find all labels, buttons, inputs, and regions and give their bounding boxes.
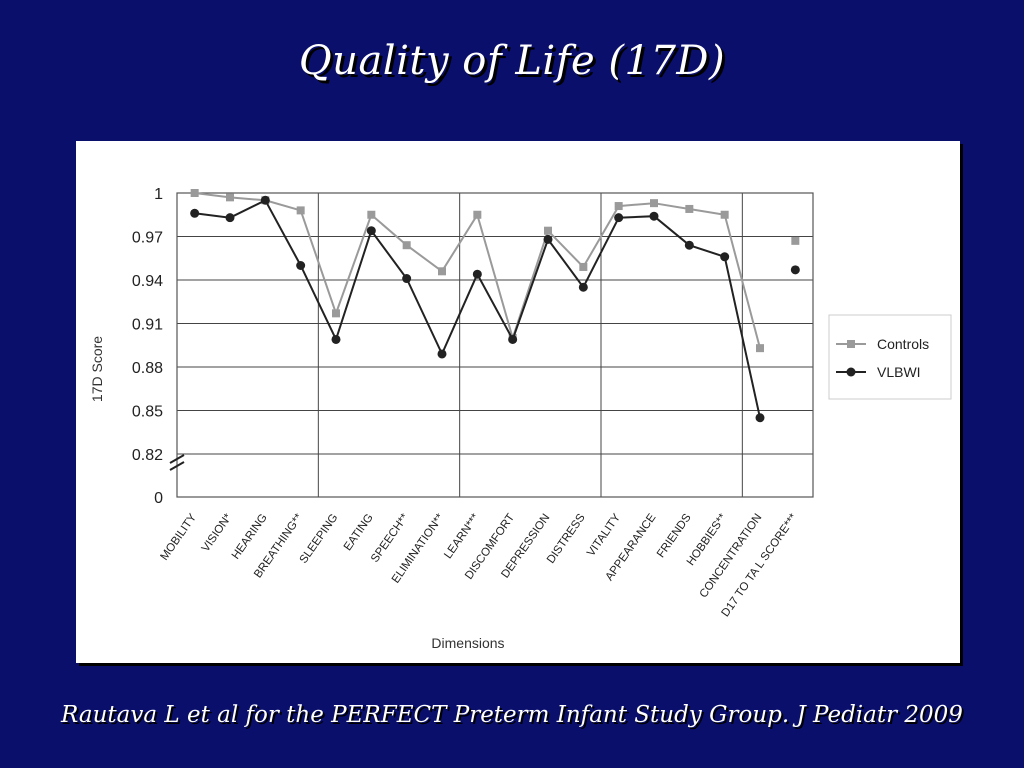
x-axis-label: Dimensions (431, 635, 504, 651)
data-point-vlbwi (684, 240, 694, 250)
legend-marker (847, 340, 855, 348)
y-tick-label: 0 (154, 490, 163, 507)
x-tick-labels: MOBILITY VISION*HEARINGBREATHING**SLEEPIN… (159, 511, 801, 619)
legend-label: VLBWI (877, 364, 921, 380)
legend-label: Controls (877, 336, 929, 352)
x-tick-label: VISION* (200, 511, 235, 554)
data-point-vlbwi (790, 265, 800, 275)
data-point-controls (650, 199, 658, 208)
data-point-controls (614, 202, 623, 211)
y-tick-label: 0.91 (132, 317, 163, 334)
legend-box (828, 314, 952, 400)
data-point-vlbwi (508, 334, 518, 344)
data-point-controls (756, 344, 764, 353)
chart-panel: 1 0.97 0.94 0.91 0.88 0.85 0.82 0 MOBILITY VISIO… (76, 141, 960, 663)
data-point-vlbwi (543, 234, 553, 244)
x-tick-label: VITALITY (585, 512, 623, 559)
data-point-vlbwi (720, 252, 730, 262)
data-point-vlbwi (402, 274, 412, 284)
grid-lines (177, 193, 813, 497)
data-point-controls (685, 204, 694, 213)
series-line-vlbwi (194, 198, 761, 419)
data-point-controls (791, 236, 800, 245)
data-point-controls (332, 309, 340, 318)
y-axis-label: 17D Score (89, 336, 105, 402)
data-point-vlbwi (614, 213, 624, 223)
x-tick-label: FRIENDS (655, 512, 694, 560)
y-tick-label: 0.85 (132, 404, 163, 421)
data-point-vlbwi (331, 334, 341, 344)
slide-title: Quality of Life (17D) (298, 38, 726, 84)
y-tick-label: 0.88 (132, 360, 163, 377)
y-tick-labels: 1 0.97 0.94 0.91 0.88 0.85 0.82 0 (132, 186, 163, 507)
data-point-controls (544, 226, 552, 235)
data-point-controls (473, 210, 482, 219)
data-point-controls (438, 267, 446, 276)
legend: Controls VLBWI (828, 314, 952, 400)
data-point-controls (579, 262, 588, 271)
data-point-controls (402, 241, 411, 250)
data-point-vlbwi (437, 349, 447, 359)
data-point-vlbwi (649, 211, 659, 221)
y-tick-label: 0.82 (132, 447, 163, 464)
x-tick-label: HEARING (230, 512, 270, 562)
data-point-controls (720, 210, 729, 219)
plot-frame (176, 192, 814, 498)
line-chart: 1 0.97 0.94 0.91 0.88 0.85 0.82 0 MOBILITY VISIO… (89, 186, 952, 651)
data-point-vlbwi (755, 413, 765, 423)
x-tick-label: EATING (342, 512, 376, 553)
data-point-controls (190, 189, 199, 197)
data-point-controls (226, 193, 234, 202)
data-point-vlbwi (260, 195, 270, 205)
citation: Rautava L et al for the PERFECT Preterm … (61, 702, 963, 728)
y-tick-label: 0.97 (132, 230, 163, 247)
data-point-controls (296, 206, 305, 215)
data-point-vlbwi (296, 261, 306, 270)
x-tick-label: CONCENTRATION (698, 512, 765, 600)
series-layer (190, 189, 800, 423)
data-point-vlbwi (578, 282, 588, 292)
x-tick-label: LEARN*** (442, 511, 482, 561)
data-point-vlbwi (472, 269, 482, 279)
axis-break-mark (169, 454, 185, 471)
legend-marker (846, 367, 856, 377)
data-point-vlbwi (190, 208, 200, 218)
data-point-vlbwi (225, 213, 235, 223)
x-tick-label: MOBILITY (159, 512, 200, 563)
data-point-controls (367, 210, 376, 219)
data-point-vlbwi (366, 226, 376, 236)
y-tick-label: 0.94 (132, 273, 163, 290)
y-tick-label: 1 (154, 186, 163, 203)
